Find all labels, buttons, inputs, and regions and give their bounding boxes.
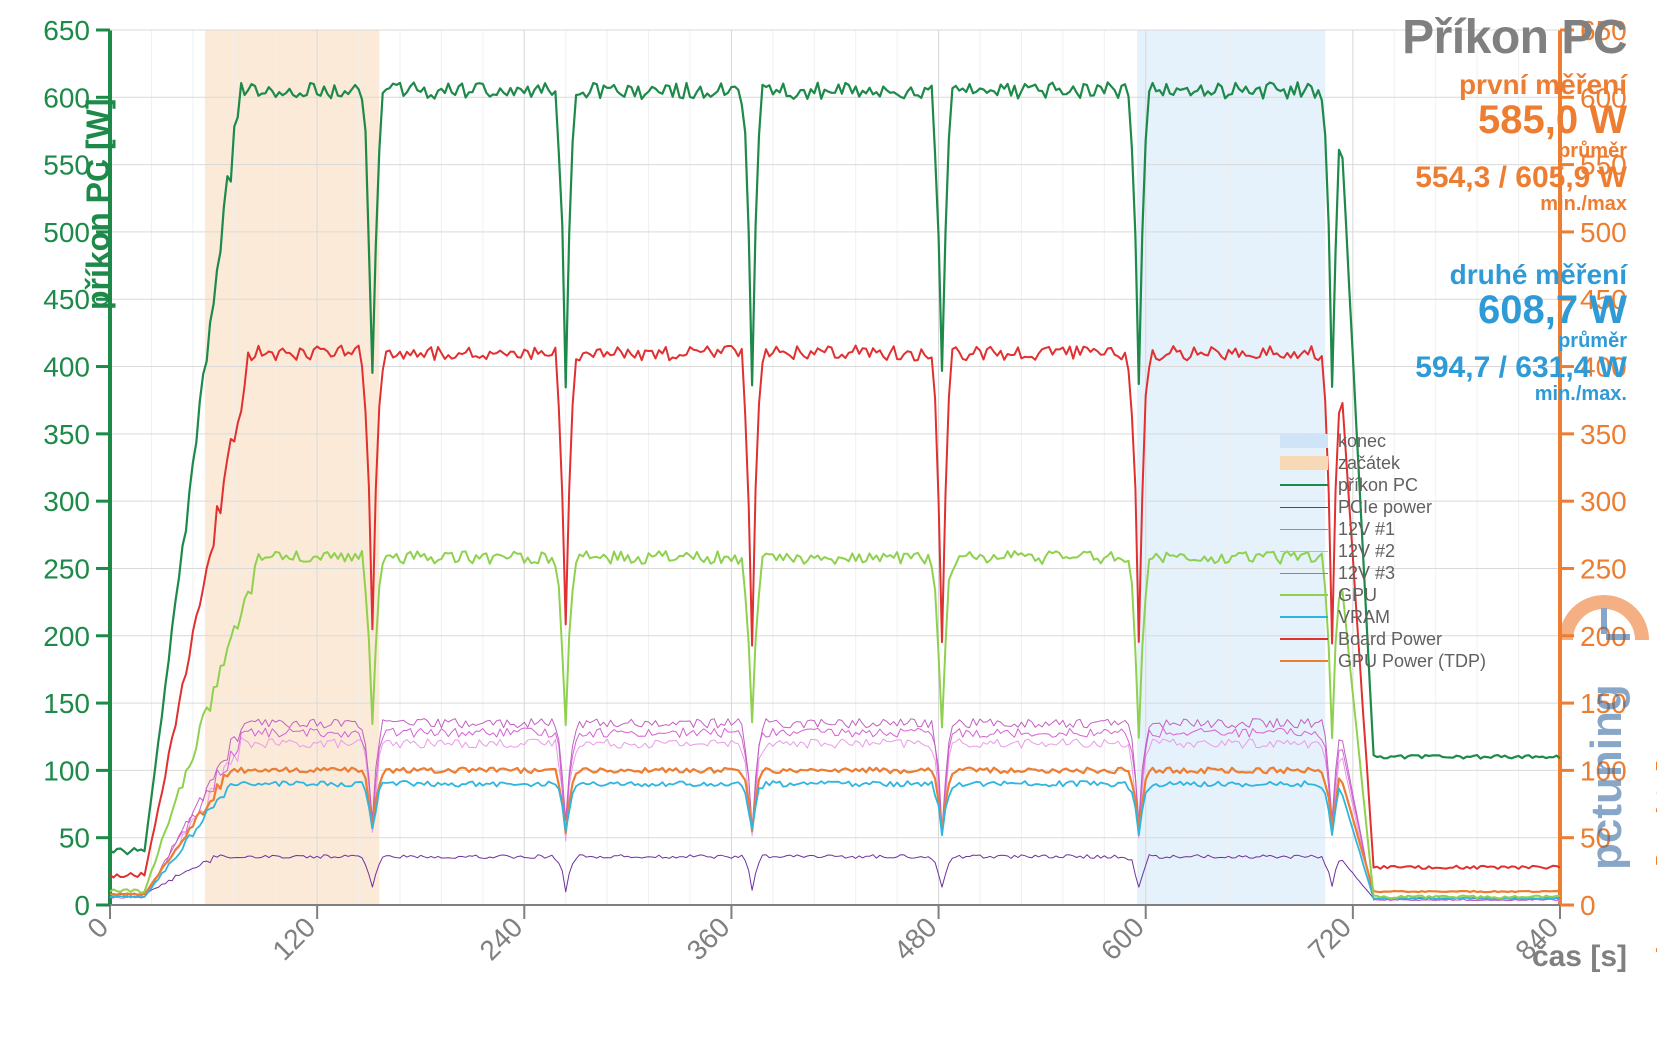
stats-second-label: druhé měření [1415, 260, 1627, 289]
y-left-tick-label: 400 [43, 352, 90, 383]
legend-label: VRAM [1338, 607, 1390, 628]
x-tick-label: 360 [681, 911, 736, 966]
legend-item: GPU Power (TDP) [1280, 650, 1486, 672]
legend: koneczačátekpříkon PCPCIe power12V #112V… [1280, 430, 1486, 672]
legend-label: PCIe power [1338, 497, 1432, 518]
x-tick-label: 480 [888, 911, 943, 966]
legend-swatch [1280, 478, 1328, 492]
legend-item: příkon PC [1280, 474, 1486, 496]
legend-label: Board Power [1338, 629, 1442, 650]
y-left-tick-label: 300 [43, 486, 90, 517]
legend-item: začátek [1280, 452, 1486, 474]
chart-container: 0120240360480600720840005050100100150150… [0, 0, 1657, 1044]
legend-swatch [1280, 500, 1328, 514]
y-left-tick-label: 0 [74, 890, 90, 921]
stats-first-avg-sub: průměr [1415, 141, 1627, 162]
stats-second-avg-sub: průměr [1415, 331, 1627, 352]
y-left-tick-label: 100 [43, 755, 90, 786]
legend-swatch [1280, 610, 1328, 624]
y-right-tick-label: 50 [1580, 823, 1611, 854]
x-axis-label: čas [s] [1532, 940, 1627, 974]
x-tick-label: 240 [474, 911, 529, 966]
x-tick-label: 600 [1095, 911, 1150, 966]
x-tick-label: 120 [266, 911, 321, 966]
stats-first: první měření 585,0 W průměr 554,3 / 605,… [1415, 70, 1627, 215]
y-right-tick-label: 200 [1580, 621, 1627, 652]
stats-second-avg: 608,7 W [1415, 289, 1627, 331]
legend-item: 12V #1 [1280, 518, 1486, 540]
stats-first-minmax: 554,3 / 605,9 W [1415, 162, 1627, 194]
y-right-tick-label: 500 [1580, 217, 1627, 248]
stats-second-minmax-sub: min./max. [1415, 384, 1627, 405]
legend-label: začátek [1338, 453, 1400, 474]
legend-item: GPU [1280, 584, 1486, 606]
legend-item: PCIe power [1280, 496, 1486, 518]
y-left-tick-label: 200 [43, 621, 90, 652]
stats-first-avg: 585,0 W [1415, 99, 1627, 141]
legend-label: konec [1338, 431, 1386, 452]
legend-label: 12V #2 [1338, 541, 1395, 562]
legend-item: 12V #3 [1280, 562, 1486, 584]
legend-swatch [1280, 456, 1328, 470]
legend-swatch [1280, 588, 1328, 602]
legend-label: 12V #3 [1338, 563, 1395, 584]
stats-second: druhé měření 608,7 W průměr 594,7 / 631,… [1415, 260, 1627, 405]
y-left-tick-label: 50 [59, 823, 90, 854]
y-right-tick-label: 0 [1580, 890, 1596, 921]
y-right-tick-label: 250 [1580, 553, 1627, 584]
stats-first-label: první měření [1415, 70, 1627, 99]
y-left-axis-label: příkon PC [W] [80, 98, 117, 310]
legend-label: 12V #1 [1338, 519, 1395, 540]
legend-swatch [1280, 654, 1328, 668]
y-right-axis-label: Power / TDP [W / %] [1651, 760, 1657, 1062]
legend-swatch [1280, 544, 1328, 558]
y-left-tick-label: 150 [43, 688, 90, 719]
legend-swatch [1280, 522, 1328, 536]
legend-swatch [1280, 566, 1328, 580]
y-right-tick-label: 300 [1580, 486, 1627, 517]
y-left-tick-label: 350 [43, 419, 90, 450]
y-left-tick-label: 250 [43, 553, 90, 584]
y-right-tick-label: 150 [1580, 688, 1627, 719]
y-right-tick-label: 100 [1580, 755, 1627, 786]
stats-first-minmax-sub: min./max [1415, 194, 1627, 215]
legend-item: konec [1280, 430, 1486, 452]
legend-label: GPU [1338, 585, 1377, 606]
legend-item: VRAM [1280, 606, 1486, 628]
legend-swatch [1280, 632, 1328, 646]
y-right-tick-label: 350 [1580, 419, 1627, 450]
legend-label: příkon PC [1338, 475, 1418, 496]
legend-item: Board Power [1280, 628, 1486, 650]
legend-swatch [1280, 434, 1328, 448]
legend-label: GPU Power (TDP) [1338, 651, 1486, 672]
y-left-tick-label: 650 [43, 15, 90, 46]
stats-second-minmax: 594,7 / 631,4 W [1415, 352, 1627, 384]
legend-item: 12V #2 [1280, 540, 1486, 562]
chart-title: Příkon PC [1402, 10, 1627, 65]
x-tick-label: 720 [1302, 911, 1357, 966]
